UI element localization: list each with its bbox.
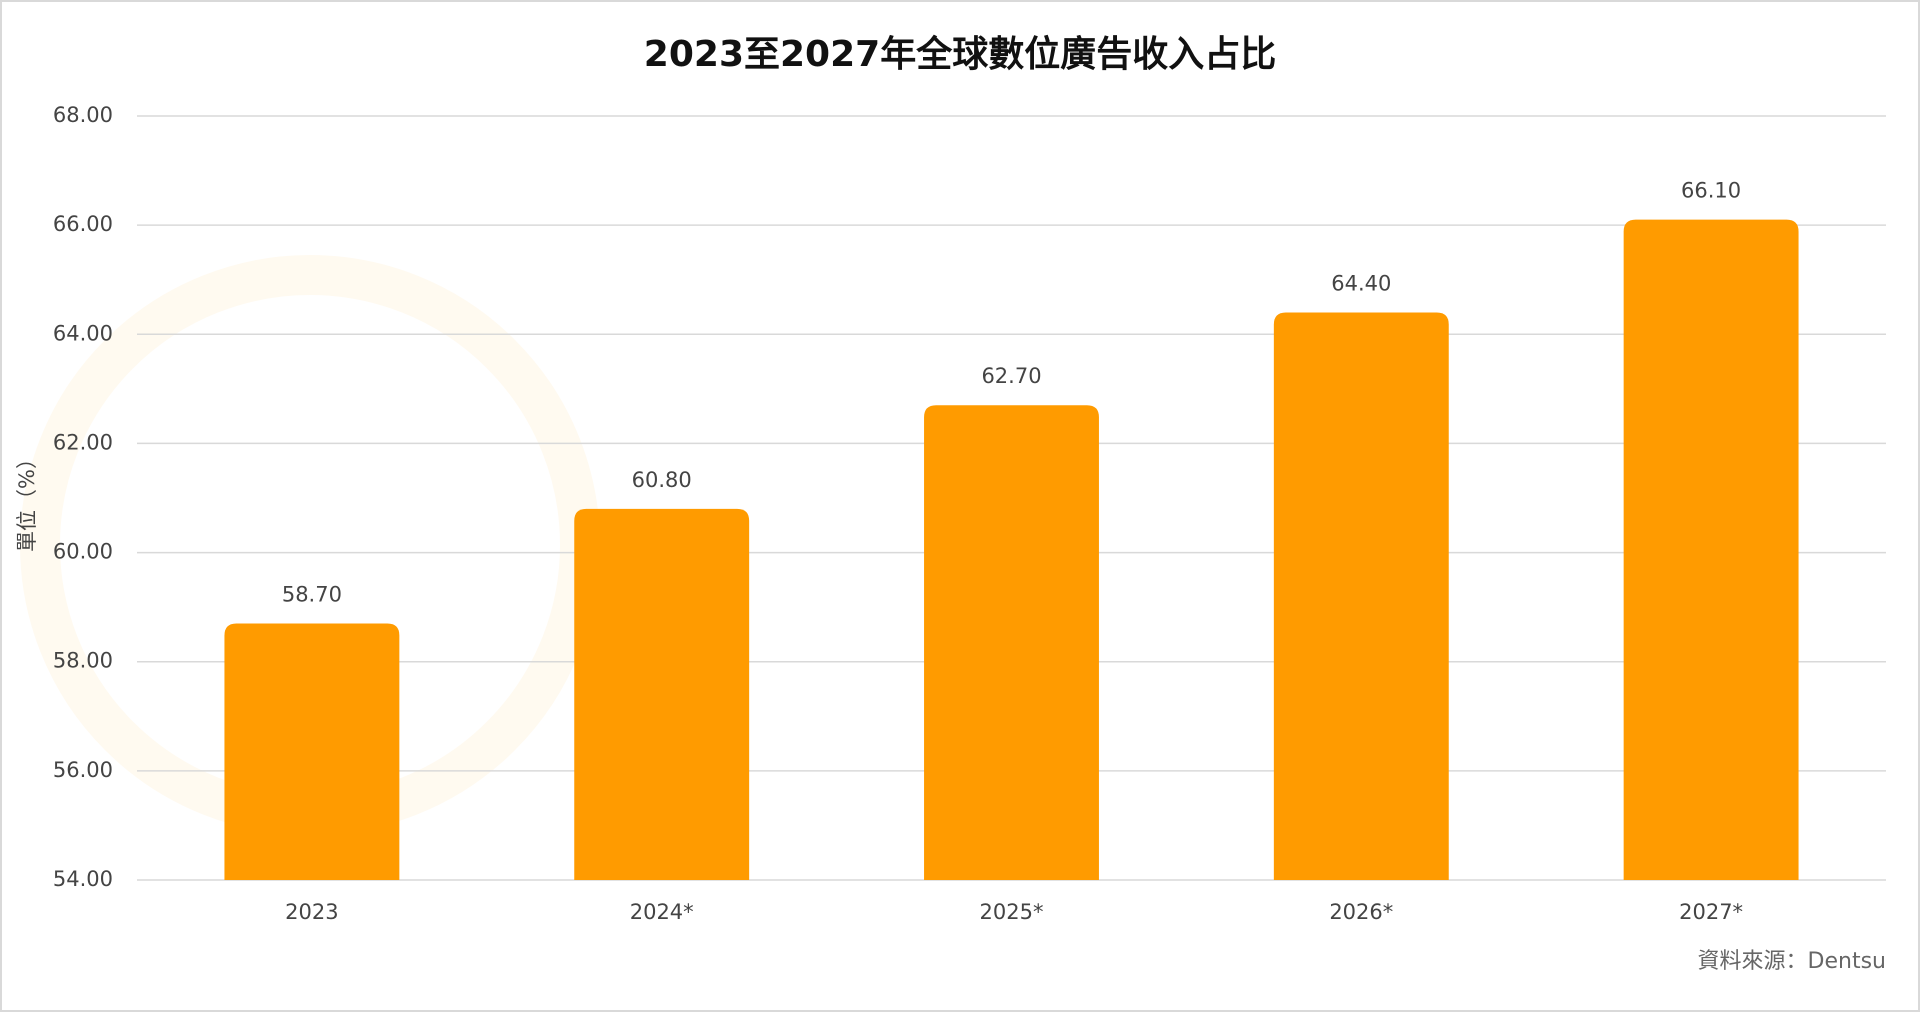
x-tick-label: 2026*	[1329, 900, 1393, 924]
data-label: 58.70	[282, 583, 342, 607]
bar	[1273, 312, 1449, 880]
data-label: 62.70	[981, 364, 1041, 388]
chart-title: 2023至2027年全球數位廣告收入占比	[644, 33, 1276, 75]
data-label: 60.80	[632, 468, 692, 492]
y-tick-label: 56.00	[53, 758, 113, 782]
bar	[1623, 219, 1799, 880]
data-label: 66.10	[1681, 179, 1741, 203]
bar	[924, 405, 1099, 880]
x-tick-label: 2023	[285, 900, 338, 924]
y-tick-label: 68.00	[53, 103, 113, 127]
source-note: 資料來源：Dentsu	[1698, 949, 1886, 974]
x-tick-label: 2025*	[980, 900, 1044, 924]
bar	[224, 623, 400, 880]
y-tick-label: 60.00	[53, 540, 113, 564]
data-label: 64.40	[1331, 271, 1391, 295]
x-tick-label: 2024*	[630, 900, 694, 924]
y-tick-label: 62.00	[53, 430, 113, 454]
y-tick-label: 54.00	[53, 867, 113, 891]
y-tick-label: 64.00	[53, 321, 113, 345]
y-tick-label: 66.00	[53, 212, 113, 236]
bar	[574, 508, 750, 880]
y-tick-label: 58.00	[53, 649, 113, 673]
y-axis-label: 單位（%）	[15, 448, 39, 552]
x-tick-label: 2027*	[1679, 900, 1743, 924]
